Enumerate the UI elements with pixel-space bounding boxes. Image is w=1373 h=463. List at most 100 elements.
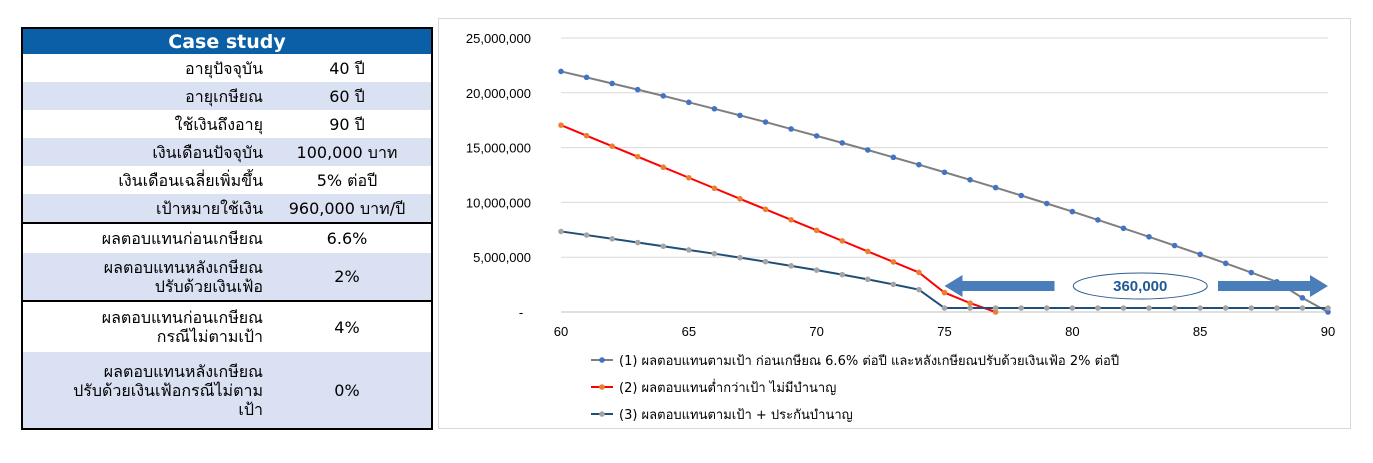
case-row-value: 100,000 บาท: [296, 142, 398, 162]
data-point: [1146, 234, 1152, 240]
data-point: [1299, 295, 1306, 301]
case-row-value: 4%: [334, 317, 360, 337]
data-point: [1095, 217, 1101, 223]
case-row-label: ใช้เงินถึงอายุ: [174, 114, 263, 134]
data-point: [1171, 305, 1178, 311]
data-point: [839, 140, 846, 146]
data-point: [1069, 208, 1076, 215]
data-point: [711, 250, 718, 257]
data-point: [583, 232, 590, 238]
data-point: [941, 289, 948, 296]
case-row-label-line: ผลตอบแทนหลังเกษียณ: [103, 257, 263, 277]
data-point: [1299, 305, 1306, 311]
data-point: [711, 106, 718, 112]
data-point: [1274, 305, 1280, 311]
case-row-value: 90 ปี: [329, 114, 365, 134]
case-row-value: 2%: [334, 267, 360, 286]
case-row-label: เงินเดือนเฉลี่ยเพิ่มขึ้น: [118, 170, 263, 190]
data-point: [609, 80, 615, 87]
data-point: [660, 93, 667, 99]
data-point: [941, 169, 948, 176]
data-point: [992, 309, 999, 315]
series-line-2: [560, 124, 996, 313]
y-tick-label: 25,000,000: [466, 31, 531, 46]
data-point: [890, 281, 897, 288]
x-tick-label: 70: [809, 324, 823, 339]
data-point: [916, 161, 922, 168]
data-point: [1197, 251, 1203, 258]
case-row-label: อายุเกษียณ: [185, 86, 263, 106]
data-point: [737, 254, 743, 261]
data-point: [609, 235, 615, 242]
legend-label: (2) ผลตอบแทนต่ำกว่าเป้า ไม่มีบำนาญ: [619, 379, 836, 396]
y-tick-label: 10,000,000: [466, 195, 531, 210]
y-tick-label: 5,000,000: [473, 250, 531, 265]
data-point: [686, 99, 692, 106]
data-point: [865, 248, 871, 255]
data-point: [1325, 309, 1331, 315]
case-study-title: Case study: [23, 29, 431, 54]
case-row-value: 0%: [334, 380, 360, 400]
data-point: [916, 286, 922, 293]
case-study-table: Case study อายุปัจจุบัน 40 ปี อายุเกษียณ…: [21, 27, 433, 430]
x-tick-label: 80: [1065, 324, 1079, 339]
data-point: [583, 132, 590, 139]
case-row-value: 40 ปี: [329, 58, 365, 78]
data-point: [1120, 225, 1127, 232]
data-point: [711, 185, 718, 192]
data-point: [1222, 260, 1229, 267]
data-point: [992, 184, 999, 191]
case-row-current-age: อายุปัจจุบัน 40 ปี: [23, 54, 431, 82]
case-row-label: ผลตอบแทนหลังเกษียณ ปรับด้วยเงินเฟ้อ: [23, 253, 263, 300]
data-point: [788, 263, 794, 269]
case-row-return-post-retire-miss: ผลตอบแทนหลังเกษียณ ปรับด้วยเงินเฟ้อกรณีไ…: [23, 352, 431, 428]
case-row-return-post-retire: ผลตอบแทนหลังเกษียณ ปรับด้วยเงินเฟ้อ 2%: [23, 253, 431, 300]
data-point: [839, 271, 846, 278]
legend-label: (3) ผลตอบแทนตามเป้า + ประกันบำนาญ: [619, 408, 853, 423]
legend-marker: [599, 411, 605, 417]
annotation-arrow-right: [1218, 275, 1328, 297]
legend-label: (1) ผลตอบแทนตามเป้า ก่อนเกษียณ 6.6% ต่อป…: [619, 353, 1119, 369]
case-row-salary: เงินเดือนปัจจุบัน 100,000 บาท: [23, 138, 431, 166]
case-row-label-line: กรณีไม่ตามเป้า: [156, 327, 263, 346]
data-point: [1248, 269, 1255, 276]
data-point: [1043, 200, 1050, 207]
data-point: [660, 164, 667, 171]
data-point: [1171, 242, 1178, 249]
x-tick-label: 85: [1193, 324, 1207, 339]
data-point: [967, 300, 973, 306]
data-point: [813, 227, 820, 234]
data-point: [1095, 305, 1101, 311]
case-row-value: 60 ปี: [329, 86, 365, 106]
data-point: [634, 153, 641, 160]
data-point: [1120, 305, 1127, 311]
data-point: [813, 133, 820, 139]
case-row-label: ผลตอบแทนก่อนเกษียณ กรณีไม่ตามเป้า: [23, 302, 263, 352]
data-point: [813, 267, 820, 273]
y-tick-label: -: [519, 305, 523, 320]
data-point: [1146, 305, 1152, 311]
data-point: [1069, 305, 1076, 311]
x-tick-label: 75: [937, 324, 951, 339]
data-point: [865, 147, 871, 153]
series-line-3: [560, 230, 1328, 310]
case-row-label: เป้าหมายใช้เงิน: [156, 198, 263, 218]
data-point: [660, 243, 667, 250]
data-point: [1222, 305, 1229, 311]
data-point: [1043, 305, 1050, 311]
case-row-label: อายุปัจจุบัน: [185, 58, 263, 78]
data-point: [992, 305, 999, 311]
data-point: [839, 238, 846, 244]
data-point: [788, 126, 794, 132]
case-row-label: เงินเดือนปัจจุบัน: [152, 142, 263, 162]
x-tick-label: 90: [1321, 324, 1335, 339]
data-point: [558, 68, 564, 75]
case-row-label: ผลตอบแทนก่อนเกษียณ: [101, 229, 263, 248]
chart-frame: - 5,000,000 10,000,000 15,000,000 20,000,000…: [438, 18, 1351, 429]
data-point: [737, 112, 743, 119]
case-row-spend-until: ใช้เงินถึงอายุ 90 ปี: [23, 110, 431, 138]
data-point: [1018, 305, 1024, 311]
y-tick-label: 15,000,000: [466, 141, 531, 156]
case-row-retire-age: อายุเกษียณ 60 ปี: [23, 82, 431, 110]
series-line-1: [560, 70, 1329, 313]
